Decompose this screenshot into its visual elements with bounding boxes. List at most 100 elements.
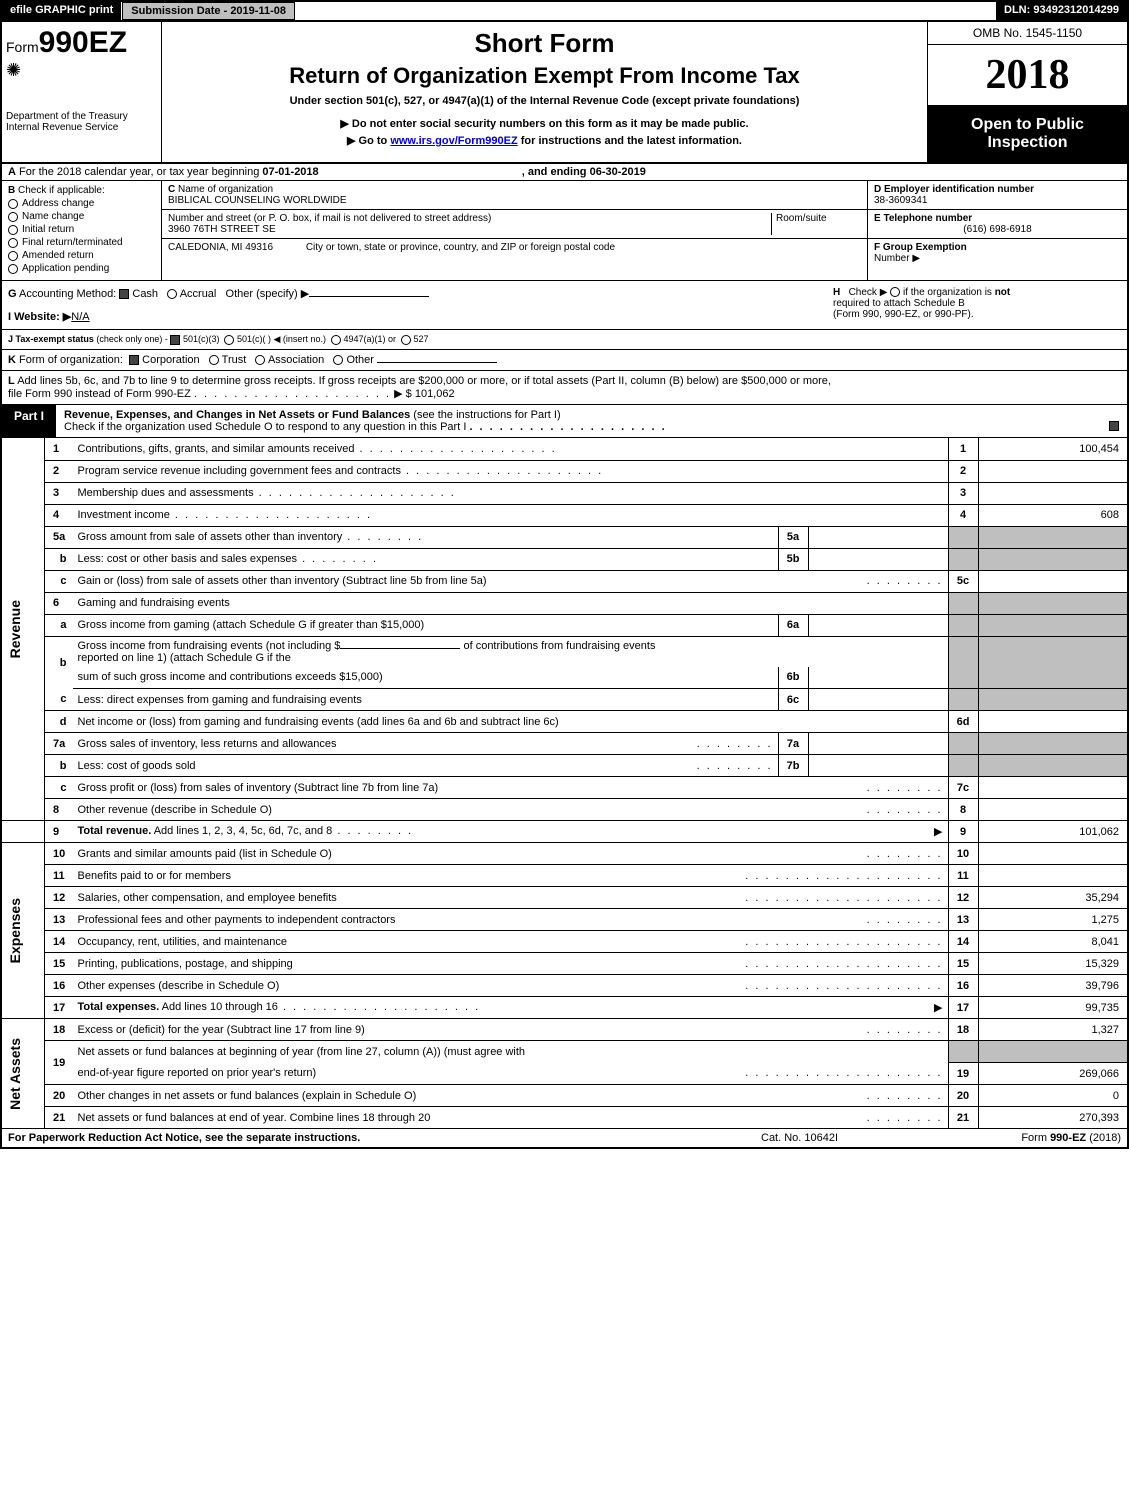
l18-num: 18 [45, 1019, 73, 1041]
l5a-desc: Gross amount from sale of assets other t… [73, 526, 779, 548]
l6b-amount-input[interactable] [340, 648, 460, 649]
line-7b: b Less: cost of goods sold 7b [1, 755, 1128, 777]
h-check-text: Check ▶ [849, 287, 888, 298]
name-change-checkbox[interactable] [8, 212, 18, 222]
l1-desc: Contributions, gifts, grants, and simila… [73, 438, 949, 460]
amended-return-checkbox[interactable] [8, 251, 18, 261]
b-label: B [8, 185, 15, 196]
l7b-rnum-shade [948, 755, 978, 777]
k-corp: Corporation [142, 354, 199, 366]
l7b-inval [808, 755, 948, 777]
line-18: Net Assets 18 Excess or (deficit) for th… [1, 1019, 1128, 1041]
other-specify-input[interactable] [309, 296, 429, 297]
city-value: CALEDONIA, MI 49316 [168, 242, 273, 253]
l14-rnum: 14 [948, 931, 978, 953]
e-label: E Telephone number [874, 213, 972, 224]
line-6d: d Net income or (loss) from gaming and f… [1, 711, 1128, 733]
amended-return-label: Amended return [22, 250, 94, 261]
footer-paperwork: For Paperwork Reduction Act Notice, see … [8, 1132, 761, 1144]
l19-value: 269,066 [978, 1063, 1128, 1085]
section-b-through-f: B Check if applicable: Address change Na… [0, 181, 1129, 281]
line-4: 4 Investment income 4 608 [1, 504, 1128, 526]
l2-desc: Program service revenue including govern… [73, 460, 949, 482]
f-label2: Number ▶ [874, 253, 920, 264]
l16-num: 16 [45, 975, 73, 997]
line-a-prefix: A [8, 166, 16, 178]
l9-num: 9 [45, 821, 73, 843]
k-trust-checkbox[interactable] [209, 355, 219, 365]
footer-form: Form 990-EZ (2018) [961, 1132, 1121, 1144]
k-other-checkbox[interactable] [333, 355, 343, 365]
l6a-desc: Gross income from gaming (attach Schedul… [73, 614, 779, 636]
l13-value: 1,275 [978, 909, 1128, 931]
line-6a: a Gross income from gaming (attach Sched… [1, 614, 1128, 636]
accounting-method: G Accounting Method: Cash Accrual Other … [2, 281, 827, 329]
header-right: OMB No. 1545-1150 2018 Open to Public In… [927, 22, 1127, 162]
irs-seal-icon: ✺ [6, 60, 157, 81]
form-prefix: Form [6, 39, 39, 55]
j-501c-checkbox[interactable] [224, 335, 234, 345]
l3-value [978, 482, 1128, 504]
l17-rnum: 17 [948, 997, 978, 1019]
l19-desc-2: end-of-year figure reported on prior yea… [73, 1063, 949, 1085]
k-other-input[interactable] [377, 362, 497, 363]
addr-change-checkbox[interactable] [8, 199, 18, 209]
l6a-rval-shade [978, 614, 1128, 636]
l21-value: 270,393 [978, 1107, 1128, 1129]
line-3: 3 Membership dues and assessments 3 [1, 482, 1128, 504]
l5b-rval-shade [978, 548, 1128, 570]
street-label: Number and street (or P. O. box, if mail… [168, 213, 491, 224]
l5a-innum: 5a [778, 526, 808, 548]
k-corp-checkbox[interactable] [129, 355, 139, 365]
l3-rnum: 3 [948, 482, 978, 504]
l18-rnum: 18 [948, 1019, 978, 1041]
l19-rnum: 19 [948, 1063, 978, 1085]
initial-return-label: Initial return [22, 224, 74, 235]
l10-rnum: 10 [948, 843, 978, 865]
l6b-desc-1: Gross income from fundraising events (no… [73, 636, 949, 667]
j-501c3-checkbox[interactable] [170, 335, 180, 345]
l7b-rval-shade [978, 755, 1128, 777]
l6a-innum: 6a [778, 614, 808, 636]
irs-link[interactable]: www.irs.gov/Form990EZ [390, 135, 517, 147]
h-checkbox[interactable] [890, 287, 900, 297]
g-text: Accounting Method: [19, 288, 116, 300]
l1-value: 100,454 [978, 438, 1128, 460]
l2-num: 2 [45, 460, 73, 482]
l3-num: 3 [45, 482, 73, 504]
l6-rval-shade [978, 592, 1128, 614]
row-g-h: G Accounting Method: Cash Accrual Other … [0, 281, 1129, 330]
cash-checkbox[interactable] [119, 289, 129, 299]
j-527-checkbox[interactable] [401, 335, 411, 345]
initial-return-checkbox[interactable] [8, 225, 18, 235]
l8-value [978, 799, 1128, 821]
j-note: (check only one) - [96, 334, 168, 344]
l6c-rnum-shade [948, 689, 978, 711]
page-footer: For Paperwork Reduction Act Notice, see … [0, 1129, 1129, 1149]
ein-value: 38-3609341 [874, 195, 927, 206]
l5a-inval [808, 526, 948, 548]
l7b-num: b [45, 755, 73, 777]
col-b-checkboxes: B Check if applicable: Address change Na… [2, 181, 162, 280]
efile-print-button[interactable]: efile GRAPHIC print [2, 2, 122, 20]
line-11: 11 Benefits paid to or for members 11 [1, 865, 1128, 887]
line-7a: 7a Gross sales of inventory, less return… [1, 733, 1128, 755]
f-label: F Group Exemption [874, 242, 967, 253]
l5b-rnum-shade [948, 548, 978, 570]
accrual-checkbox[interactable] [167, 289, 177, 299]
l6b-innum: 6b [778, 667, 808, 689]
l13-desc: Professional fees and other payments to … [73, 909, 949, 931]
k-assoc-checkbox[interactable] [255, 355, 265, 365]
h-label: H [833, 287, 840, 298]
schedule-o-checkbox[interactable] [1109, 421, 1119, 431]
app-pending-checkbox[interactable] [8, 264, 18, 274]
l19-desc-1: Net assets or fund balances at beginning… [73, 1041, 949, 1063]
line-17: 17 Total expenses. Add lines 10 through … [1, 997, 1128, 1019]
line-19-1: 19 Net assets or fund balances at beginn… [1, 1041, 1128, 1063]
line-9: 9 Total revenue. Add lines 1, 2, 3, 4, 5… [1, 821, 1128, 843]
j-4947-checkbox[interactable] [331, 335, 341, 345]
goto-post: for instructions and the latest informat… [518, 135, 742, 147]
final-return-checkbox[interactable] [8, 238, 18, 248]
inspect-line2: Inspection [987, 134, 1067, 151]
l7c-num: c [45, 777, 73, 799]
